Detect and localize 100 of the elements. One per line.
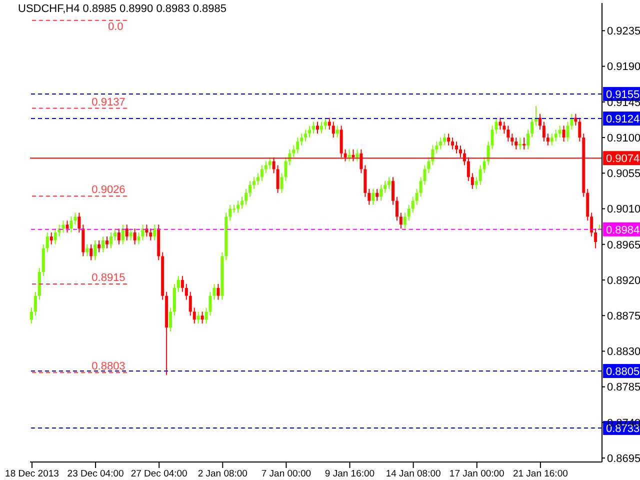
candlestick <box>121 224 124 245</box>
candlestick <box>510 133 514 146</box>
x-tick-label: 14 Jan 08:00 <box>386 468 441 480</box>
candlestick <box>129 228 132 241</box>
candlestick <box>526 129 530 150</box>
candlestick <box>514 137 518 150</box>
candlestick <box>196 311 200 324</box>
candlestick <box>364 164 367 198</box>
y-tick-label: 0.9190 <box>607 61 640 74</box>
candlestick <box>502 121 506 134</box>
candlestick <box>173 283 176 316</box>
candlestick <box>332 121 335 138</box>
candlestick <box>372 188 375 206</box>
candlestick <box>188 291 192 316</box>
candlestick <box>34 291 37 316</box>
candlestick <box>192 307 196 324</box>
candlestick <box>78 212 81 233</box>
ref-line-label: 0.8803 <box>92 360 126 373</box>
candlestick <box>300 133 304 146</box>
candlestick <box>439 137 442 150</box>
candlestick <box>411 196 414 214</box>
candlestick <box>336 125 339 138</box>
candlestick <box>368 188 371 206</box>
candlestick <box>94 240 97 261</box>
candlestick <box>240 196 244 210</box>
x-tick-label: 7 Jan 00:00 <box>261 468 312 480</box>
candlestick <box>153 224 156 241</box>
y-tick-label: 0.8695 <box>607 452 640 465</box>
candlestick <box>328 117 331 130</box>
candlestick <box>248 180 252 198</box>
candlestick <box>316 121 319 134</box>
candlestick <box>590 212 594 237</box>
x-tick-label: 21 Jan 16:00 <box>512 468 568 480</box>
y-tick-label: 0.9055 <box>607 168 640 180</box>
candlestick <box>133 228 136 245</box>
candlestick <box>292 144 296 158</box>
candlestick <box>391 176 394 206</box>
ref-line-label: 0.9124 <box>606 114 640 126</box>
candlestick <box>518 137 522 150</box>
candlestick <box>415 188 418 206</box>
candlestick <box>451 137 454 150</box>
candlestick <box>50 232 53 245</box>
candlestick <box>90 244 93 261</box>
candlestick <box>264 160 268 174</box>
candlestick <box>180 276 184 292</box>
y-tick-label: 0.8920 <box>607 274 640 287</box>
candlestick <box>490 125 494 150</box>
candlestick <box>546 133 550 146</box>
candlestick <box>530 117 534 138</box>
candlestick <box>236 200 240 214</box>
candlestick <box>296 137 300 154</box>
candlestick <box>184 283 188 300</box>
candlestick <box>470 172 474 190</box>
candlestick <box>388 176 390 190</box>
y-tick-label: 0.9100 <box>607 132 640 144</box>
candlestick <box>395 196 398 222</box>
candlestick <box>348 148 351 162</box>
candlestick <box>399 212 402 230</box>
candlestick <box>102 236 104 253</box>
y-tick-label: 0.8875 <box>607 310 640 322</box>
candlestick <box>308 125 312 138</box>
ref-line-label: 0.8805 <box>606 366 640 378</box>
candlestick <box>419 176 422 198</box>
candlestick <box>431 144 434 166</box>
y-tick-label: 0.8785 <box>607 382 640 394</box>
candlestick <box>494 117 498 134</box>
ref-line-label: 0.9026 <box>92 184 126 196</box>
candlestick <box>482 156 486 174</box>
candlestick <box>105 236 108 249</box>
x-tick-label: 2 Jan 08:00 <box>198 468 248 480</box>
candlestick <box>252 176 256 190</box>
candlestick <box>443 133 446 146</box>
candlestick <box>586 188 590 222</box>
candlestick <box>538 113 542 130</box>
candlestick <box>554 129 558 142</box>
candlestick <box>594 228 598 249</box>
candlestick <box>522 137 526 150</box>
x-tick-label: 18 Dec 2013 <box>5 468 59 480</box>
ref-line-label: 0.9074 <box>606 153 640 166</box>
candlestick <box>260 164 264 182</box>
candlestick <box>376 188 379 202</box>
candlestick <box>498 117 502 130</box>
candlestick <box>176 276 180 292</box>
candlestick <box>86 244 89 257</box>
candlestick <box>244 188 248 206</box>
candlestick <box>109 232 112 249</box>
candlestick <box>204 307 208 324</box>
candlestick <box>380 184 383 202</box>
candlestick <box>169 307 172 332</box>
candlestick <box>228 204 232 222</box>
candlestick <box>478 164 482 186</box>
candlestick <box>149 228 152 241</box>
candlestick <box>200 311 204 324</box>
candlestick <box>54 228 57 245</box>
candlestick <box>562 125 566 142</box>
ref-line-label: 0.8984 <box>606 224 640 236</box>
candlestick <box>550 133 554 146</box>
candlestick <box>46 232 49 253</box>
candlestick <box>474 176 478 190</box>
ref-line-label: 0.9137 <box>92 96 126 108</box>
